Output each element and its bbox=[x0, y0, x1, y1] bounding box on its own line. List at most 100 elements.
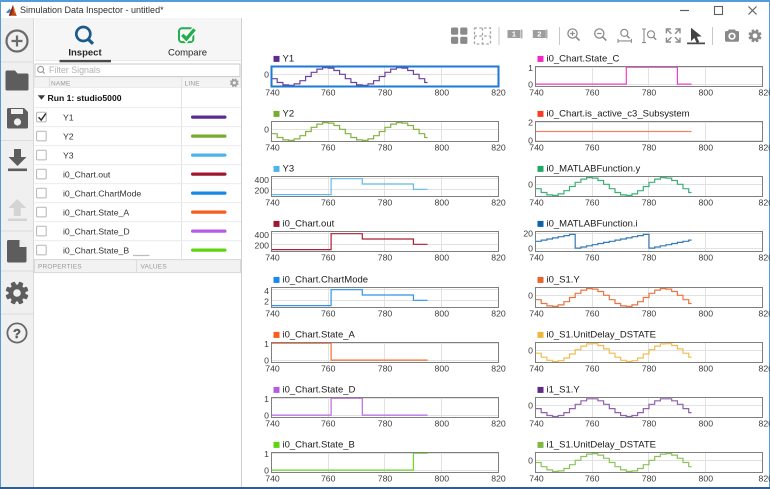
svg-text:800: 800 bbox=[699, 143, 714, 153]
svg-text:820: 820 bbox=[759, 419, 770, 429]
svg-text:1: 1 bbox=[264, 449, 269, 459]
svg-text:740: 740 bbox=[529, 143, 544, 153]
svg-text:Y2: Y2 bbox=[63, 131, 74, 141]
svg-text:800: 800 bbox=[699, 474, 714, 484]
svg-text:780: 780 bbox=[378, 364, 393, 374]
svg-text:760: 760 bbox=[585, 309, 600, 319]
svg-text:780: 780 bbox=[642, 419, 657, 429]
svg-text:i0_Chart.State_B: i0_Chart.State_B bbox=[63, 245, 129, 255]
svg-text:780: 780 bbox=[642, 474, 657, 484]
svg-text:800: 800 bbox=[435, 309, 450, 319]
svg-text:1: 1 bbox=[264, 339, 269, 349]
svg-text:PROPERTIES: PROPERTIES bbox=[38, 264, 82, 271]
svg-text:820: 820 bbox=[491, 474, 506, 484]
svg-text:800: 800 bbox=[435, 419, 450, 429]
svg-text:i1_S1.Y: i1_S1.Y bbox=[547, 385, 581, 396]
svg-text:800: 800 bbox=[699, 88, 714, 98]
svg-text:780: 780 bbox=[378, 419, 393, 429]
svg-text:0: 0 bbox=[528, 345, 533, 355]
svg-text:760: 760 bbox=[321, 198, 336, 208]
svg-text:1: 1 bbox=[512, 30, 516, 39]
svg-text:i0_MATLABFunction.y: i0_MATLABFunction.y bbox=[547, 164, 641, 175]
svg-text:0: 0 bbox=[264, 69, 269, 79]
svg-text:4: 4 bbox=[264, 286, 269, 296]
svg-text:780: 780 bbox=[642, 309, 657, 319]
svg-text:760: 760 bbox=[585, 198, 600, 208]
svg-text:800: 800 bbox=[699, 309, 714, 319]
svg-text:740: 740 bbox=[265, 253, 280, 263]
svg-text:820: 820 bbox=[491, 309, 506, 319]
svg-text:i0_MATLABFunction.i: i0_MATLABFunction.i bbox=[547, 219, 638, 230]
svg-text:740: 740 bbox=[529, 198, 544, 208]
svg-text:i0_Chart.ChartMode: i0_Chart.ChartMode bbox=[283, 275, 369, 286]
svg-text:400: 400 bbox=[255, 230, 270, 240]
svg-text:740: 740 bbox=[529, 309, 544, 319]
svg-text:i0_Chart.State_D: i0_Chart.State_D bbox=[283, 385, 356, 396]
svg-text:0: 0 bbox=[528, 455, 533, 465]
svg-text:760: 760 bbox=[321, 364, 336, 374]
svg-text:0: 0 bbox=[528, 136, 533, 146]
svg-text:200: 200 bbox=[255, 241, 270, 251]
svg-text:i0_Chart.is_active_c3_Subsyste: i0_Chart.is_active_c3_Subsystem bbox=[547, 109, 690, 120]
svg-text:Y1: Y1 bbox=[63, 112, 74, 122]
svg-text:780: 780 bbox=[642, 364, 657, 374]
svg-text:760: 760 bbox=[321, 419, 336, 429]
svg-text:820: 820 bbox=[491, 198, 506, 208]
svg-text:0: 0 bbox=[528, 79, 533, 89]
svg-text:760: 760 bbox=[585, 88, 600, 98]
svg-text:740: 740 bbox=[265, 474, 280, 484]
svg-text:2: 2 bbox=[537, 30, 541, 39]
svg-text:0: 0 bbox=[264, 124, 269, 134]
svg-text:780: 780 bbox=[378, 253, 393, 263]
svg-text:800: 800 bbox=[699, 364, 714, 374]
svg-text:820: 820 bbox=[491, 253, 506, 263]
svg-text:2: 2 bbox=[528, 118, 533, 128]
svg-text:780: 780 bbox=[378, 198, 393, 208]
svg-text:820: 820 bbox=[759, 198, 770, 208]
svg-text:0: 0 bbox=[264, 355, 269, 365]
svg-text:20: 20 bbox=[523, 229, 533, 239]
svg-text:760: 760 bbox=[321, 309, 336, 319]
svg-text:800: 800 bbox=[699, 253, 714, 263]
svg-text:1: 1 bbox=[264, 394, 269, 404]
svg-text:740: 740 bbox=[529, 474, 544, 484]
svg-text:Run 1: studio5000: Run 1: studio5000 bbox=[48, 93, 122, 103]
svg-text:780: 780 bbox=[642, 198, 657, 208]
svg-text:i0_Chart.State_B: i0_Chart.State_B bbox=[283, 440, 355, 451]
svg-text:0: 0 bbox=[528, 179, 533, 189]
svg-text:740: 740 bbox=[529, 253, 544, 263]
svg-text:Y3: Y3 bbox=[63, 150, 74, 160]
svg-text:2: 2 bbox=[264, 297, 269, 307]
svg-text:740: 740 bbox=[265, 364, 280, 374]
svg-text:800: 800 bbox=[435, 198, 450, 208]
svg-text:740: 740 bbox=[265, 419, 280, 429]
svg-text:760: 760 bbox=[321, 143, 336, 153]
svg-text:740: 740 bbox=[529, 364, 544, 374]
svg-text:i0_S1.Y: i0_S1.Y bbox=[547, 275, 581, 286]
svg-text:0: 0 bbox=[528, 290, 533, 300]
svg-text:400: 400 bbox=[255, 175, 270, 185]
svg-text:740: 740 bbox=[265, 143, 280, 153]
svg-text:i0_Chart.State_D: i0_Chart.State_D bbox=[63, 226, 130, 236]
svg-text:1: 1 bbox=[528, 63, 533, 73]
svg-text:?: ? bbox=[13, 326, 21, 341]
svg-text:740: 740 bbox=[529, 419, 544, 429]
svg-text:i0_S1.UnitDelay_DSTATE: i0_S1.UnitDelay_DSTATE bbox=[547, 330, 656, 341]
svg-text:760: 760 bbox=[585, 143, 600, 153]
svg-text:740: 740 bbox=[265, 309, 280, 319]
svg-text:Compare: Compare bbox=[168, 48, 207, 59]
svg-text:200: 200 bbox=[255, 186, 270, 196]
svg-text:820: 820 bbox=[759, 364, 770, 374]
svg-text:800: 800 bbox=[435, 474, 450, 484]
svg-text:i0_Chart.out: i0_Chart.out bbox=[283, 219, 335, 230]
svg-text:Y3: Y3 bbox=[283, 164, 295, 175]
svg-text:820: 820 bbox=[491, 419, 506, 429]
svg-text:780: 780 bbox=[642, 88, 657, 98]
svg-text:820: 820 bbox=[759, 143, 770, 153]
svg-text:760: 760 bbox=[321, 88, 336, 98]
svg-text:780: 780 bbox=[642, 253, 657, 263]
svg-text:800: 800 bbox=[699, 419, 714, 429]
svg-text:820: 820 bbox=[759, 309, 770, 319]
svg-text:780: 780 bbox=[378, 143, 393, 153]
svg-text:820: 820 bbox=[491, 88, 506, 98]
